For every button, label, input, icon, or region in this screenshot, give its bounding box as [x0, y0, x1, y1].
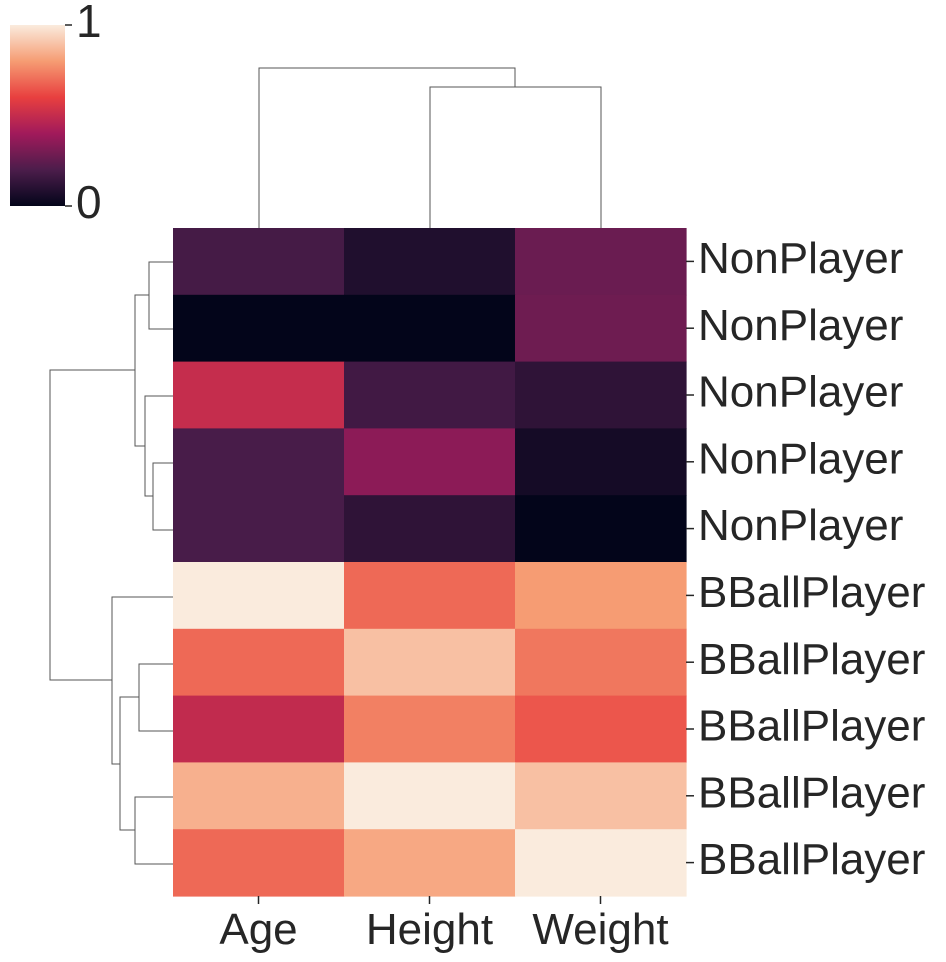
row-dendrogram-link [138, 663, 173, 732]
heatmap-cell [344, 428, 516, 496]
row-dendrogram-link [134, 294, 149, 447]
heatmap-cell [515, 562, 687, 630]
heatmap-cell [344, 361, 516, 429]
heatmap-cell [344, 695, 516, 763]
heatmap-cell [173, 829, 345, 897]
row-dendrogram-link [134, 796, 173, 865]
column-label: Weight [532, 905, 668, 954]
row-label: BBallPlayer [698, 835, 925, 884]
heatmap-cell [173, 428, 345, 496]
column-axis: Age Height Weight [219, 896, 669, 954]
heatmap [173, 228, 687, 897]
heatmap-cell [173, 695, 345, 763]
row-label: NonPlayer [698, 434, 903, 483]
heatmap-cell [344, 228, 516, 296]
heatmap-cell [173, 294, 345, 363]
row-dendrogram [49, 261, 173, 865]
row-label: BBallPlayer [698, 568, 925, 617]
heatmap-cell [344, 562, 516, 630]
heatmap-cell [515, 228, 687, 296]
row-label: BBallPlayer [698, 635, 925, 684]
row-label: NonPlayer [698, 368, 903, 417]
colorbar-gradient [10, 25, 65, 206]
heatmap-cell [173, 762, 345, 830]
row-label: NonPlayer [698, 501, 903, 550]
heatmap-cell [173, 495, 345, 563]
heatmap-cell [173, 361, 345, 429]
heatmap-cell [515, 361, 687, 429]
row-label: BBallPlayer [698, 768, 925, 817]
column-dendrogram [258, 67, 602, 228]
heatmap-cell [173, 562, 345, 630]
row-dendrogram-link [144, 395, 173, 497]
row-axis: NonPlayer NonPlayer NonPlayer NonPlayer NonP… [686, 234, 925, 884]
row-dendrogram-link [148, 261, 173, 330]
row-label: NonPlayer [698, 301, 903, 350]
row-label: BBallPlayer [698, 702, 925, 751]
heatmap-cell [173, 228, 345, 296]
row-dendrogram-link [152, 462, 173, 531]
heatmap-cell [173, 628, 345, 697]
row-dendrogram-link [111, 596, 173, 765]
column-dendrogram-link [429, 86, 602, 228]
heatmap-cell [515, 628, 687, 697]
heatmap-cell [344, 294, 516, 363]
heatmap-cell [515, 762, 687, 830]
column-label: Height [366, 905, 493, 954]
column-label: Age [219, 905, 297, 954]
row-dendrogram-link [49, 369, 135, 681]
heatmap-cell [515, 428, 687, 496]
heatmap-cell [515, 294, 687, 363]
heatmap-cell [344, 829, 516, 897]
colorbar: 1 0 [10, 0, 102, 228]
heatmap-cell [344, 495, 516, 563]
colorbar-tick-label-max: 1 [76, 0, 102, 47]
heatmap-cell [344, 762, 516, 830]
colorbar-tick-label-min: 0 [76, 176, 102, 228]
row-dendrogram-link [119, 696, 139, 831]
heatmap-cell [344, 628, 516, 697]
heatmap-cell [515, 495, 687, 563]
heatmap-cell [515, 829, 687, 897]
column-dendrogram-link [258, 67, 516, 228]
heatmap-cell [515, 695, 687, 763]
row-label: NonPlayer [698, 234, 903, 283]
